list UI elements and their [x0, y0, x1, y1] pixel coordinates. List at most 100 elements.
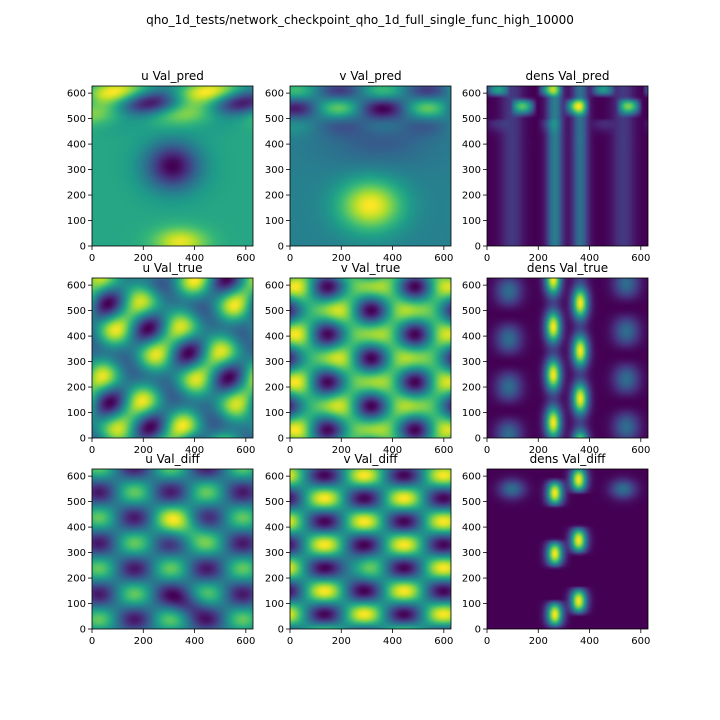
panel-title: u Val_diff: [145, 452, 200, 466]
panel-title: u Val_true: [142, 261, 202, 275]
y-tick-label: 200: [67, 574, 86, 585]
y-tick-label: 200: [67, 191, 86, 202]
heatmap-image: [487, 469, 648, 629]
y-tick-label: 600: [462, 472, 481, 483]
panel-title: v Val_pred: [339, 69, 401, 83]
y-tick-label: 500: [265, 114, 284, 125]
x-tick-label: 0: [89, 253, 95, 264]
y-tick-label: 400: [265, 332, 284, 343]
x-tick-label: 200: [529, 445, 548, 456]
x-tick-label: 600: [434, 253, 453, 264]
x-tick-label: 0: [89, 636, 95, 647]
y-tick-label: 500: [462, 306, 481, 317]
y-tick-label: 600: [265, 472, 284, 483]
heatmap-image: [290, 469, 451, 629]
x-tick-label: 400: [185, 636, 204, 647]
x-tick-label: 200: [332, 636, 351, 647]
x-tick-label: 0: [89, 445, 95, 456]
x-tick-label: 400: [383, 445, 402, 456]
y-tick-label: 0: [80, 434, 86, 445]
y-tick-label: 300: [265, 165, 284, 176]
heatmap-panel: dens Val_true 0 200 400 600 0 100 200 300 400 500 6…: [462, 261, 650, 456]
panels: u Val_pred 0 200 400 600 0 100 200 300 400 500 600 v…: [67, 69, 650, 647]
x-tick-label: 400: [185, 253, 204, 264]
y-tick-label: 300: [67, 548, 86, 559]
y-tick-label: 600: [462, 89, 481, 100]
y-tick-label: 0: [475, 625, 481, 636]
y-tick-label: 400: [462, 140, 481, 151]
y-tick-label: 100: [462, 408, 481, 419]
y-tick-label: 200: [67, 383, 86, 394]
y-tick-label: 400: [67, 332, 86, 343]
heatmap-panel: dens Val_diff 0 200 400 600 0 100 200 300 400 500 6…: [462, 452, 650, 647]
y-tick-label: 400: [67, 523, 86, 534]
heatmap-image: [290, 278, 451, 438]
y-tick-label: 200: [265, 574, 284, 585]
y-tick-label: 500: [67, 114, 86, 125]
heatmap-image: [487, 278, 648, 438]
y-tick-label: 100: [67, 216, 86, 227]
x-tick-label: 400: [580, 445, 599, 456]
y-tick-label: 500: [462, 497, 481, 508]
y-tick-label: 100: [462, 599, 481, 610]
x-tick-label: 600: [631, 445, 650, 456]
x-tick-label: 600: [236, 636, 255, 647]
axes-frame: [289, 277, 452, 439]
y-tick-label: 300: [67, 165, 86, 176]
y-tick-label: 400: [265, 523, 284, 534]
heatmap-panel: dens Val_pred 0 200 400 600 0 100 200 300 400 500 6…: [462, 69, 650, 264]
axes-frame: [486, 468, 649, 630]
x-tick-label: 200: [529, 253, 548, 264]
x-tick-label: 400: [580, 636, 599, 647]
heatmap-panel: v Val_true 0 200 400 600 0 100 200 300 400 500 600: [265, 261, 453, 456]
y-tick-label: 400: [265, 140, 284, 151]
y-tick-label: 100: [265, 216, 284, 227]
y-tick-label: 600: [265, 89, 284, 100]
y-tick-label: 100: [462, 216, 481, 227]
y-tick-label: 0: [278, 434, 284, 445]
y-tick-label: 100: [67, 599, 86, 610]
axes-frame: [486, 277, 649, 439]
y-tick-label: 500: [67, 497, 86, 508]
y-tick-label: 0: [278, 242, 284, 253]
y-tick-label: 0: [475, 242, 481, 253]
heatmap-image: [487, 86, 648, 246]
x-tick-label: 200: [134, 445, 153, 456]
y-tick-label: 400: [67, 140, 86, 151]
x-tick-label: 400: [383, 636, 402, 647]
y-tick-label: 400: [462, 523, 481, 534]
heatmap-image: [92, 86, 253, 246]
y-tick-label: 600: [265, 281, 284, 292]
y-tick-label: 0: [80, 242, 86, 253]
x-tick-label: 600: [236, 445, 255, 456]
x-tick-label: 200: [332, 253, 351, 264]
x-tick-label: 200: [529, 636, 548, 647]
y-tick-label: 500: [265, 306, 284, 317]
x-tick-label: 0: [484, 253, 490, 264]
x-tick-label: 200: [332, 445, 351, 456]
y-tick-label: 0: [475, 434, 481, 445]
panel-title: dens Val_true: [527, 261, 608, 275]
y-tick-label: 200: [462, 191, 481, 202]
x-tick-label: 400: [383, 253, 402, 264]
panel-title: u Val_pred: [141, 69, 204, 83]
y-tick-label: 300: [462, 548, 481, 559]
y-tick-label: 500: [265, 497, 284, 508]
y-tick-label: 300: [462, 357, 481, 368]
x-tick-label: 0: [287, 636, 293, 647]
heatmap-image: [290, 86, 451, 246]
heatmap-panel: u Val_pred 0 200 400 600 0 100 200 300 400 500 600: [67, 69, 255, 264]
axes-frame: [289, 85, 452, 247]
heatmap-image: [92, 278, 253, 438]
x-tick-label: 0: [287, 253, 293, 264]
y-tick-label: 200: [462, 574, 481, 585]
y-tick-label: 300: [67, 357, 86, 368]
axes-frame: [91, 277, 254, 439]
y-tick-label: 600: [67, 89, 86, 100]
y-tick-label: 300: [462, 165, 481, 176]
x-tick-label: 400: [580, 253, 599, 264]
y-tick-label: 200: [265, 383, 284, 394]
y-tick-label: 500: [462, 114, 481, 125]
y-tick-label: 200: [462, 383, 481, 394]
